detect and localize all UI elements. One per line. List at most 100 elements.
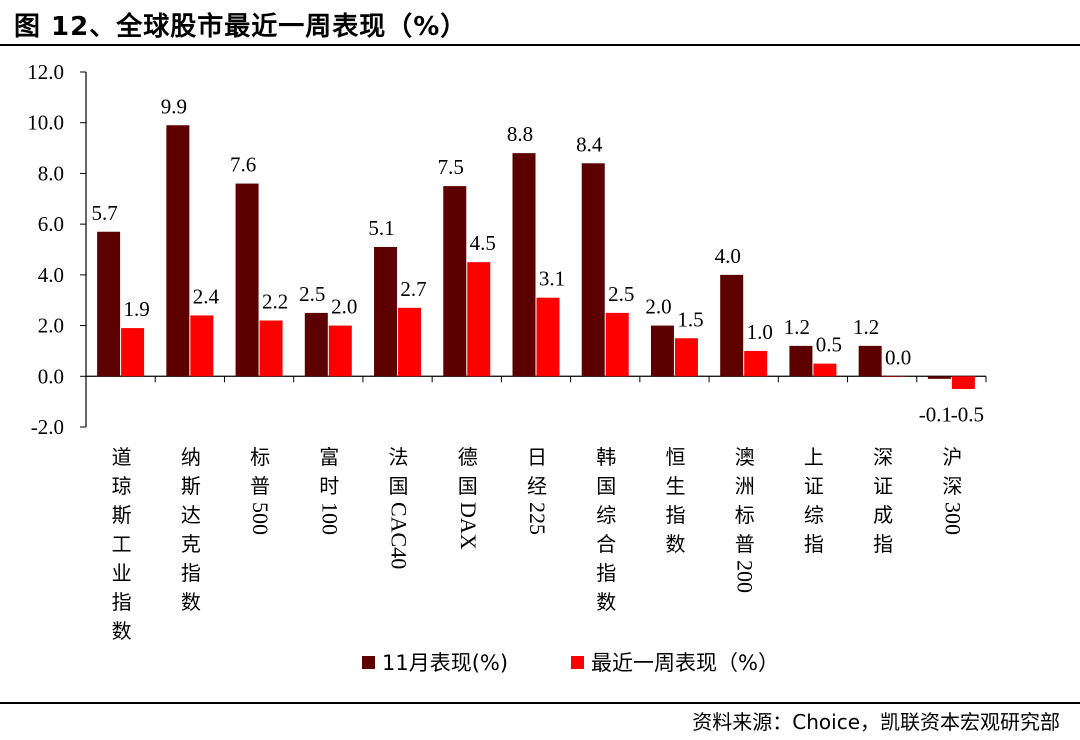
y-tick-label: 2.0 xyxy=(38,314,64,338)
svg-text:指: 指 xyxy=(665,503,685,527)
svg-text:时: 时 xyxy=(319,474,339,498)
svg-text:上: 上 xyxy=(804,445,824,469)
svg-text:深: 深 xyxy=(873,445,893,469)
svg-text:业: 业 xyxy=(112,561,132,585)
svg-text:数: 数 xyxy=(665,532,685,556)
svg-text:指: 指 xyxy=(804,532,824,556)
bar-nov xyxy=(443,186,467,377)
svg-text:225: 225 xyxy=(525,502,550,535)
data-label: 4.5 xyxy=(470,231,496,255)
data-label: 4.0 xyxy=(715,244,741,268)
bar-week xyxy=(674,338,698,377)
svg-text:恒: 恒 xyxy=(665,445,685,469)
data-label: 7.5 xyxy=(438,155,464,179)
category-label: 标普 500 xyxy=(248,445,273,535)
svg-text:成: 成 xyxy=(873,503,893,527)
svg-text:琼: 琼 xyxy=(112,474,132,498)
y-tick-label: 12.0 xyxy=(27,60,64,84)
bar-week xyxy=(259,320,283,377)
svg-text:日: 日 xyxy=(527,445,547,469)
svg-text:指: 指 xyxy=(112,590,132,614)
legend-swatch xyxy=(362,656,375,669)
svg-text:韩: 韩 xyxy=(596,445,616,469)
bar-nov xyxy=(512,153,536,377)
data-label: 1.9 xyxy=(123,297,149,321)
y-tick-label: 10.0 xyxy=(27,111,64,135)
svg-text:斯: 斯 xyxy=(112,503,132,527)
top-rule xyxy=(0,44,1080,46)
svg-text:100: 100 xyxy=(317,502,342,535)
svg-text:洲: 洲 xyxy=(735,474,755,498)
category-label: 富时 100 xyxy=(317,445,342,535)
data-label: 2.5 xyxy=(608,282,634,306)
bar-nov xyxy=(97,231,121,377)
bar-nov xyxy=(166,125,190,377)
y-tick-label: 4.0 xyxy=(38,263,64,287)
svg-text:标: 标 xyxy=(250,445,270,469)
legend-swatch xyxy=(571,656,584,669)
svg-text:斯: 斯 xyxy=(181,474,201,498)
chart-title: 图 12、全球股市最近一周表现（%） xyxy=(14,12,468,42)
bar-nov xyxy=(235,183,259,377)
svg-text:标: 标 xyxy=(735,503,755,527)
svg-text:证: 证 xyxy=(873,474,893,498)
data-label: 0.5 xyxy=(816,333,842,357)
data-label: 1.5 xyxy=(677,307,703,331)
svg-text:合: 合 xyxy=(596,532,616,556)
svg-text:综: 综 xyxy=(804,503,824,527)
y-tick-label: 0.0 xyxy=(38,364,64,388)
svg-text:CAC40: CAC40 xyxy=(387,502,412,569)
svg-text:指: 指 xyxy=(873,532,893,556)
data-label: 2.4 xyxy=(193,284,220,308)
data-label: 1.2 xyxy=(853,315,879,339)
svg-text:澳: 澳 xyxy=(735,445,755,469)
bar-week xyxy=(813,363,837,377)
bar-nov xyxy=(304,312,328,377)
svg-text:道: 道 xyxy=(112,445,132,469)
bar-week xyxy=(744,350,768,377)
svg-text:数: 数 xyxy=(112,619,132,643)
category-label: 日经 225 xyxy=(525,445,550,535)
bar-nov xyxy=(650,325,674,377)
svg-text:普: 普 xyxy=(250,474,270,498)
svg-text:工: 工 xyxy=(112,532,132,556)
data-label: -0.5 xyxy=(951,402,984,426)
data-label: 0.0 xyxy=(885,345,911,369)
svg-text:生: 生 xyxy=(665,474,685,498)
data-label: 8.8 xyxy=(507,122,533,146)
svg-text:沪: 沪 xyxy=(942,445,962,469)
legend-label: 11月表现(%) xyxy=(382,651,508,675)
svg-text:法: 法 xyxy=(389,445,409,469)
bar-week xyxy=(121,328,145,377)
svg-text:数: 数 xyxy=(181,590,201,614)
data-label: 7.6 xyxy=(230,153,256,177)
category-label: 德国 DAX xyxy=(456,445,481,550)
svg-text:克: 克 xyxy=(181,532,201,556)
svg-text:综: 综 xyxy=(596,503,616,527)
bottom-rule xyxy=(0,702,1080,704)
bar-nov xyxy=(789,345,813,377)
data-label: 1.2 xyxy=(784,315,810,339)
bar-week xyxy=(190,315,214,377)
bar-nov xyxy=(374,246,398,377)
data-label: 3.1 xyxy=(539,267,565,291)
source-note: 资料来源：Choice，凯联资本宏观研究部 xyxy=(692,710,1060,734)
svg-text:富: 富 xyxy=(319,445,339,469)
data-label: 2.2 xyxy=(262,290,288,314)
svg-text:深: 深 xyxy=(942,474,962,498)
data-label: 8.4 xyxy=(576,132,603,156)
bar-nov xyxy=(720,274,744,377)
svg-text:指: 指 xyxy=(596,561,616,585)
svg-text:指: 指 xyxy=(181,561,201,585)
data-label: -0.1 xyxy=(919,402,952,426)
category-label: 法国 CAC40 xyxy=(387,445,412,569)
svg-text:普: 普 xyxy=(735,532,755,556)
bar-nov xyxy=(581,163,605,377)
data-label: 2.7 xyxy=(400,277,426,301)
